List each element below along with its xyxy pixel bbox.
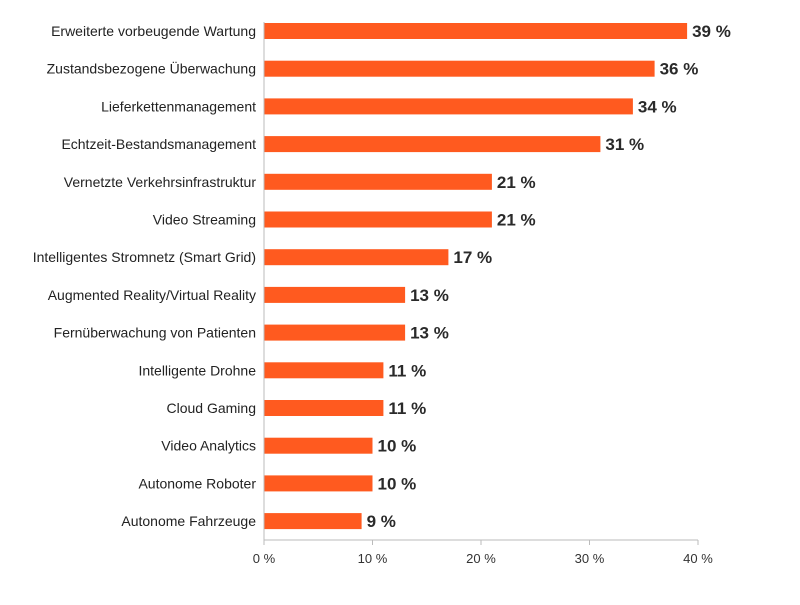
- category-label: Zustandsbezogene Überwachung: [47, 60, 256, 77]
- category-label: Fernüberwachung von Patienten: [54, 325, 256, 341]
- value-label: 9 %: [367, 512, 396, 531]
- value-label: 13 %: [410, 286, 449, 305]
- category-label: Autonome Fahrzeuge: [121, 513, 256, 529]
- category-label: Intelligentes Stromnetz (Smart Grid): [33, 249, 256, 265]
- bar-3: [264, 98, 633, 115]
- bar-2: [264, 60, 655, 77]
- value-label: 36 %: [660, 60, 699, 79]
- x-tick-label: 40 %: [683, 551, 713, 566]
- value-label: 13 %: [410, 324, 449, 343]
- bar-9: [264, 324, 406, 341]
- bar-14: [264, 513, 362, 530]
- value-label: 11 %: [388, 399, 426, 418]
- category-label: Autonome Roboter: [138, 475, 256, 491]
- category-label: Vernetzte Verkehrsinfrastruktur: [64, 174, 257, 190]
- x-tick-label: 20 %: [466, 551, 496, 566]
- value-label: 39 %: [692, 22, 731, 41]
- bar-1: [264, 23, 688, 39]
- value-label: 21 %: [497, 173, 536, 192]
- category-label: Cloud Gaming: [167, 400, 257, 416]
- category-label: Video Streaming: [153, 212, 256, 228]
- value-label: 10 %: [378, 437, 417, 456]
- bar-13: [264, 475, 373, 492]
- bar-5: [264, 173, 492, 190]
- value-label: 31 %: [605, 135, 644, 154]
- bar-4: [264, 136, 601, 153]
- x-tick-label: 30 %: [575, 551, 605, 566]
- value-label: 34 %: [638, 97, 677, 116]
- x-tick-label: 10 %: [358, 551, 388, 566]
- bar-8: [264, 286, 406, 303]
- value-label: 11 %: [388, 361, 426, 380]
- category-label: Intelligente Drohne: [138, 362, 256, 378]
- bar-12: [264, 437, 373, 454]
- category-label: Video Analytics: [161, 438, 256, 454]
- bar-11: [264, 400, 384, 416]
- x-tick-label: 0 %: [253, 551, 276, 566]
- category-label: Augmented Reality/Virtual Reality: [48, 287, 256, 303]
- bar-7: [264, 249, 449, 266]
- value-label: 10 %: [378, 474, 417, 493]
- category-label: Lieferkettenmanagement: [101, 98, 256, 114]
- category-label: Echtzeit-Bestandsmanagement: [61, 136, 256, 152]
- value-label: 17 %: [453, 248, 492, 267]
- category-label: Erweiterte vorbeugende Wartung: [51, 23, 256, 39]
- bar-6: [264, 211, 492, 228]
- value-label: 21 %: [497, 211, 536, 230]
- bar-10: [264, 362, 384, 379]
